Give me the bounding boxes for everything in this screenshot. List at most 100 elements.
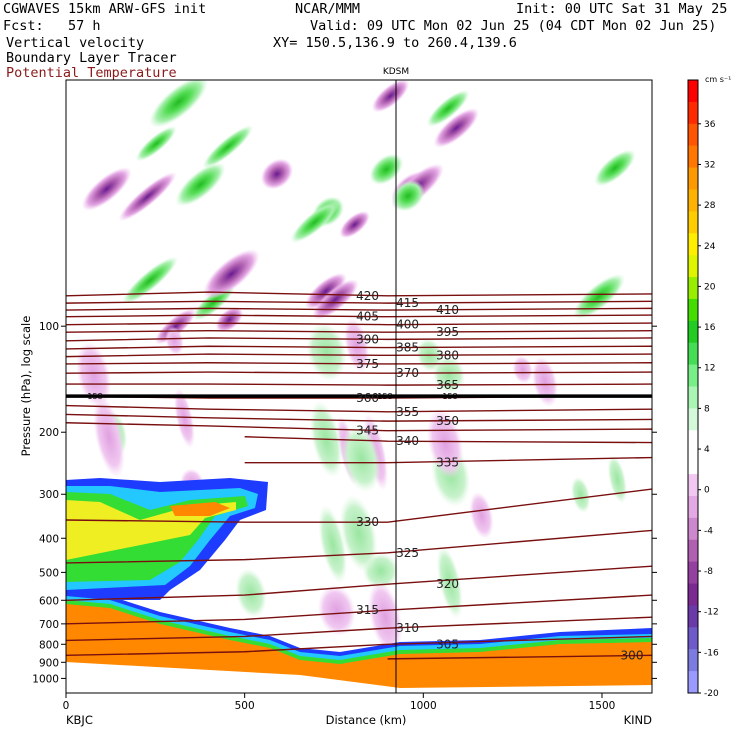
colorbar-label: -20 xyxy=(704,689,719,699)
boundary-layer-tracer-shading xyxy=(66,478,652,693)
velocity-cell xyxy=(175,162,226,207)
velocity-cell xyxy=(369,153,404,185)
theta-contour-325 xyxy=(66,529,652,564)
theta-contour-315 xyxy=(66,594,652,625)
y-tick-label: 900 xyxy=(39,657,59,669)
colorbar-label: -12 xyxy=(704,608,719,618)
y-tick-label: 700 xyxy=(39,619,59,631)
velocity-cell xyxy=(304,272,347,310)
colorbar-cell xyxy=(688,189,698,212)
velocity-cell xyxy=(339,210,370,239)
colorbar-cell xyxy=(688,101,698,125)
field-label-boundary-layer-tracer: Boundary Layer Tracer xyxy=(6,50,177,66)
velocity-cell xyxy=(573,273,625,320)
colorbar-cell xyxy=(688,583,698,606)
velocity-cell xyxy=(341,425,381,493)
colorbar-cell xyxy=(688,255,698,278)
tropopause-label: 158 xyxy=(87,392,102,401)
theta-contour-345 xyxy=(66,422,652,432)
theta-contour-400 xyxy=(66,322,652,326)
theta-label-305: 305 xyxy=(436,637,459,651)
theta-contour-390 xyxy=(66,337,652,342)
theta-contour-350 xyxy=(66,413,652,422)
velocity-cell xyxy=(371,80,410,113)
x-axis: 0 500 1000 1500 xyxy=(63,693,616,712)
colorbar-cell xyxy=(688,671,698,694)
theta-label-340: 340 xyxy=(396,434,419,448)
theta-label-350: 350 xyxy=(436,414,459,428)
start-station-label: KBJC xyxy=(66,713,93,727)
y-axis-title: Pressure (hPa), log scale xyxy=(19,316,33,457)
velocity-cell xyxy=(235,568,267,618)
theta-label-330: 330 xyxy=(356,515,379,529)
colorbar-cell xyxy=(688,430,698,453)
velocity-cell xyxy=(607,454,628,504)
velocity-cell xyxy=(594,149,636,187)
colorbar-label: -8 xyxy=(704,567,713,577)
velocity-cell xyxy=(512,355,533,384)
velocity-cell xyxy=(203,249,260,299)
theta-label-335: 335 xyxy=(436,456,459,470)
valid-time: Valid: 09 UTC Mon 02 Jun 25 (04 CDT Mon … xyxy=(310,18,717,34)
theta-label-400: 400 xyxy=(396,318,419,332)
velocity-cell xyxy=(317,585,356,636)
colorbar-cell xyxy=(688,474,698,497)
colorbar-cell xyxy=(688,517,698,541)
theta-contour-420 xyxy=(66,291,652,297)
theta-contour-385 xyxy=(66,345,652,350)
velocity-cell xyxy=(215,306,244,333)
field-label-potential-temperature: Potential Temperature xyxy=(6,65,177,81)
velocity-cell xyxy=(290,201,340,244)
theta-contour-335 xyxy=(244,456,652,464)
theta-label-390: 390 xyxy=(356,332,379,346)
velocity-cell xyxy=(531,356,558,407)
colorbar-label: 8 xyxy=(704,404,710,414)
theta-label-410: 410 xyxy=(436,303,459,317)
colorbar-label: -4 xyxy=(704,526,713,536)
init-time: Init: 00 UTC Sat 31 May 25 xyxy=(516,1,728,17)
tropopause-label: 158 xyxy=(377,392,392,401)
terrain-surface xyxy=(66,662,652,693)
x-tick-label: 0 xyxy=(63,700,70,712)
x-tick-label: 1500 xyxy=(589,700,616,712)
colorbar-cell xyxy=(688,495,698,519)
colorbar-cell xyxy=(688,605,698,628)
theta-label-345: 345 xyxy=(356,424,379,438)
tropopause-label: 158 xyxy=(442,392,457,401)
theta-contour-365 xyxy=(66,383,652,386)
colorbar-label: 36 xyxy=(704,120,716,130)
velocity-cell xyxy=(154,308,196,345)
colorbar-cell xyxy=(688,539,698,563)
colorbar-units: cm s⁻¹ xyxy=(705,75,731,84)
potential-temperature-labels: 420 415 410 405 400 395 390 385 380 375 370 365 360 3… xyxy=(87,289,643,663)
velocity-cell xyxy=(173,387,195,449)
velocity-cell xyxy=(433,108,480,148)
velocity-cell xyxy=(432,356,466,394)
x-tick-label: 500 xyxy=(235,700,255,712)
theta-label-380: 380 xyxy=(436,348,459,362)
colorbar-cell xyxy=(688,123,698,147)
org-label: NCAR/MMM xyxy=(295,1,361,17)
colorbar-cell xyxy=(688,167,698,190)
velocity-cell xyxy=(368,580,403,654)
velocity-cell xyxy=(135,126,177,162)
colorbar-label: 24 xyxy=(704,242,716,252)
velocity-cell xyxy=(318,505,348,584)
theta-label-415: 415 xyxy=(396,296,419,310)
colorbar-cell xyxy=(688,233,698,256)
velocity-cell xyxy=(93,396,125,478)
velocity-cell xyxy=(571,476,591,514)
theta-contour-330 xyxy=(66,488,652,523)
theta-label-300: 300 xyxy=(621,648,644,662)
theta-contour-375 xyxy=(66,362,652,365)
y-tick-label: 800 xyxy=(39,639,59,651)
y-tick-label: 500 xyxy=(39,567,59,579)
colorbar-cell xyxy=(688,649,698,672)
velocity-cell xyxy=(165,326,184,356)
vertical-velocity-colorbar: 36 32 28 24 20 16 12 8 4 0 -4 -8 -12 -16 -20 xyxy=(687,79,719,699)
velocity-cell xyxy=(81,167,132,211)
colorbar-cell xyxy=(688,342,698,366)
theta-contour-410 xyxy=(66,307,652,311)
colorbar-cell xyxy=(688,320,698,344)
